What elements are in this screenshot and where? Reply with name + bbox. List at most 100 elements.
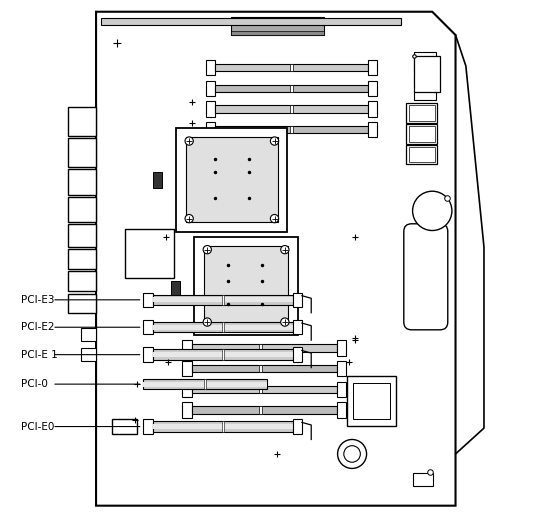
Bar — [182, 340, 192, 356]
Bar — [186, 137, 278, 222]
Bar — [290, 64, 293, 71]
Bar — [206, 101, 215, 116]
Bar — [153, 324, 293, 330]
Bar — [337, 361, 346, 376]
Bar — [413, 473, 433, 486]
Circle shape — [203, 318, 211, 326]
Bar — [290, 126, 293, 133]
Bar — [182, 361, 192, 376]
Bar — [143, 347, 153, 362]
Bar — [206, 81, 215, 96]
Bar — [337, 340, 346, 356]
Text: PCI-E3: PCI-E3 — [21, 295, 54, 305]
Bar — [414, 56, 440, 92]
Bar — [414, 75, 436, 84]
Bar — [406, 103, 438, 123]
Circle shape — [185, 214, 193, 223]
Text: PCI-E 1: PCI-E 1 — [21, 349, 58, 360]
Bar — [143, 293, 153, 307]
Bar — [215, 126, 368, 133]
Bar — [414, 51, 436, 61]
Bar — [153, 352, 293, 357]
Bar — [192, 365, 337, 372]
Bar — [192, 386, 337, 393]
Bar — [153, 322, 293, 332]
Circle shape — [203, 245, 211, 254]
Bar — [81, 328, 96, 341]
Bar — [293, 419, 302, 434]
Bar — [222, 349, 224, 360]
Bar — [406, 145, 438, 164]
Bar — [368, 101, 377, 116]
Bar — [153, 172, 163, 188]
Bar — [192, 406, 337, 413]
Bar — [143, 419, 153, 434]
Bar — [368, 122, 377, 137]
Circle shape — [338, 439, 367, 469]
Circle shape — [344, 446, 360, 462]
Bar — [204, 379, 206, 389]
Bar — [206, 60, 215, 75]
FancyBboxPatch shape — [404, 224, 448, 330]
Text: PCI-E2: PCI-E2 — [21, 322, 54, 332]
Bar — [68, 224, 96, 247]
Bar — [353, 383, 390, 419]
Bar — [259, 365, 261, 372]
Bar — [68, 198, 96, 222]
Circle shape — [270, 137, 279, 145]
Bar — [68, 138, 96, 167]
Bar — [368, 81, 377, 96]
Bar — [215, 64, 368, 71]
Circle shape — [281, 245, 289, 254]
Bar — [204, 246, 288, 326]
Bar — [409, 147, 435, 162]
Bar — [293, 293, 302, 307]
Bar — [290, 85, 293, 92]
Bar — [182, 402, 192, 418]
Bar — [290, 106, 293, 113]
Bar — [153, 295, 293, 305]
Bar — [222, 322, 224, 332]
Bar — [259, 386, 261, 393]
Text: PCI-0: PCI-0 — [21, 379, 48, 389]
Bar — [153, 421, 293, 432]
Bar — [68, 294, 96, 313]
Circle shape — [270, 214, 279, 223]
Bar — [153, 349, 293, 360]
Bar — [368, 60, 377, 75]
Bar — [409, 106, 435, 121]
Bar — [215, 85, 368, 92]
Bar — [171, 281, 181, 296]
Bar — [68, 249, 96, 269]
Bar — [259, 344, 261, 352]
Bar — [231, 31, 324, 35]
Bar — [406, 124, 438, 144]
Bar — [153, 424, 293, 429]
Circle shape — [185, 137, 193, 145]
Bar — [81, 348, 96, 361]
Bar — [125, 229, 173, 278]
Bar — [68, 170, 96, 196]
Bar — [222, 421, 224, 432]
Bar — [182, 382, 192, 397]
Bar — [194, 237, 298, 335]
Bar — [101, 18, 401, 24]
Bar — [68, 108, 96, 136]
Bar — [259, 406, 261, 413]
Bar — [293, 320, 302, 334]
Bar — [293, 347, 302, 362]
Polygon shape — [96, 12, 456, 505]
Bar — [143, 320, 153, 334]
Bar — [337, 402, 346, 418]
Bar — [143, 382, 267, 387]
Bar — [111, 419, 137, 434]
Bar — [176, 128, 288, 231]
Bar — [337, 382, 346, 397]
Bar — [409, 126, 435, 141]
Bar — [347, 376, 396, 425]
Bar — [414, 90, 436, 100]
Bar — [215, 106, 368, 113]
Bar — [68, 271, 96, 291]
Bar — [206, 122, 215, 137]
Text: PCI-E0: PCI-E0 — [21, 422, 54, 432]
